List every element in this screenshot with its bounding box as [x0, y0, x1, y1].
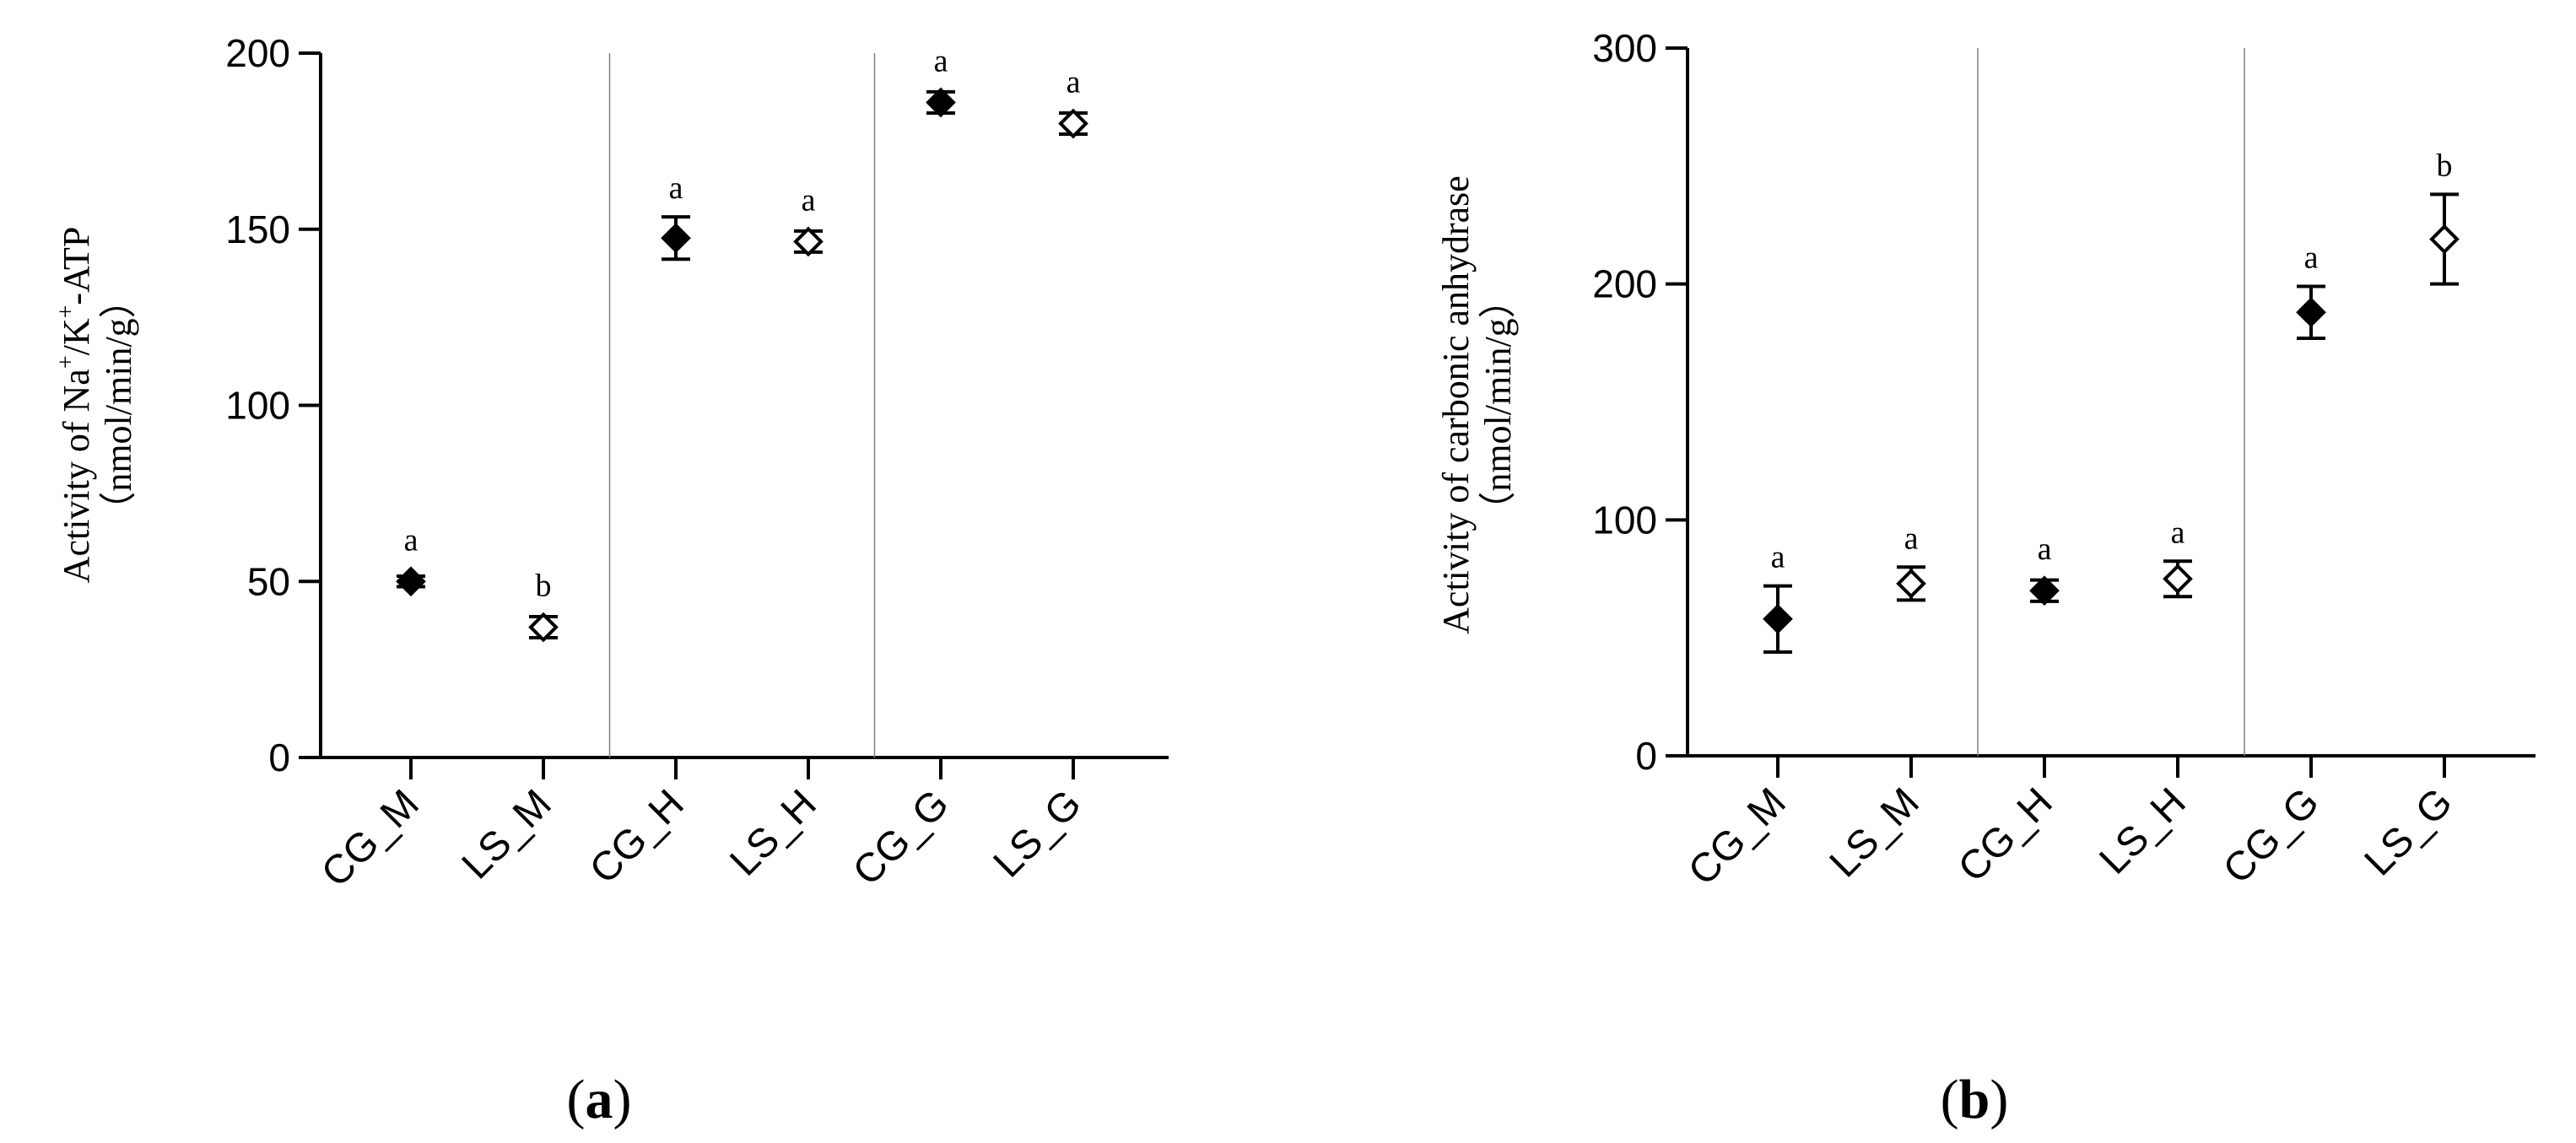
- significance-label: a: [2038, 531, 2052, 567]
- significance-label: a: [802, 182, 816, 218]
- y-axis-title: Activity of carbonic anhydrase （nmol/min…: [1435, 175, 1519, 634]
- y-tick-label: 100: [1592, 498, 1657, 542]
- data-point-LS_M: b: [528, 569, 559, 643]
- y-axis-label-line1: Activity of Na+/K+-ATP: [53, 227, 97, 584]
- data-point-CG_H: a: [661, 170, 691, 261]
- open-diamond-marker: [1058, 108, 1088, 139]
- filled-diamond-marker: [1763, 603, 1793, 634]
- panel-label-close: ): [1990, 1069, 2008, 1130]
- open-diamond-marker: [2429, 224, 2460, 255]
- x-tick-label: CG_H: [581, 781, 693, 892]
- y-axis-title: Activity of Na+/K+-ATP （nmol/min/g）: [53, 227, 139, 584]
- ylabel-part: -ATP: [56, 227, 97, 305]
- y-tick-label: 300: [1592, 26, 1657, 70]
- y-tick-label: 100: [225, 384, 290, 428]
- y-axis-label-line1: Activity of carbonic anhydrase: [1435, 175, 1477, 634]
- data-point-LS_G: a: [1058, 65, 1088, 139]
- x-tick-label: LS_M: [454, 781, 560, 887]
- y-axis-label-line2: （nmol/min/g）: [98, 281, 139, 528]
- significance-label: a: [1904, 520, 1919, 556]
- panel-label-open: (: [567, 1069, 586, 1130]
- y-tick-label: 200: [225, 31, 290, 75]
- significance-label: a: [1771, 540, 1785, 575]
- axes: [319, 53, 1169, 759]
- y-tick-label: 200: [1592, 262, 1657, 306]
- data-points: a a a a a b: [1763, 148, 2460, 654]
- ylabel-part: /K: [56, 318, 97, 355]
- panel-label-letter: b: [1959, 1069, 1990, 1130]
- y-tick-label: 150: [225, 208, 290, 251]
- open-diamond-marker: [2163, 563, 2193, 595]
- filled-diamond-marker: [2296, 297, 2326, 328]
- data-point-CG_G: a: [2296, 240, 2326, 340]
- filled-diamond-marker: [2029, 575, 2060, 607]
- group-separators: [1977, 48, 2245, 756]
- ylabel-superscript: +: [53, 355, 79, 369]
- panel-label-letter: a: [586, 1069, 613, 1130]
- data-point-LS_M: a: [1896, 520, 1926, 602]
- x-tick-label: LS_G: [986, 781, 1090, 886]
- y-ticks: 0 50 100 150 200: [225, 31, 321, 779]
- ylabel-part: Activity of Na: [56, 369, 97, 583]
- x-tick-label: LS_H: [721, 781, 824, 884]
- x-tick-label: CG_G: [845, 781, 958, 894]
- data-point-LS_G: b: [2429, 148, 2460, 286]
- significance-label: a: [934, 43, 948, 78]
- x-ticks: CG_M LS_M CG_H LS_H CG_G LS_G: [313, 758, 1090, 896]
- data-point-CG_M: a: [1763, 540, 1793, 654]
- data-point-LS_H: a: [793, 182, 824, 257]
- significance-label: a: [1067, 65, 1081, 100]
- data-points: a b a a a a: [396, 43, 1088, 643]
- data-point-CG_G: a: [926, 43, 956, 118]
- x-tick-label: CG_G: [2215, 779, 2328, 892]
- panel-label-close: ): [613, 1069, 632, 1130]
- axes: [1686, 48, 2535, 758]
- open-diamond-marker: [793, 226, 824, 257]
- x-tick-label: LS_G: [2357, 779, 2461, 884]
- panel-a-chart: Activity of Na+/K+-ATP （nmol/min/g） 0501…: [53, 31, 1169, 1130]
- x-ticks: CG_M LS_M CG_H LS_H CG_G LS_G: [1680, 756, 2461, 894]
- data-point-CG_H: a: [2029, 531, 2060, 607]
- ylabel-superscript: +: [53, 305, 79, 319]
- significance-label: b: [2437, 148, 2453, 183]
- filled-diamond-marker: [396, 566, 426, 597]
- panel-label-open: (: [1941, 1069, 1959, 1130]
- panel-b-chart: Activity of carbonic anhydrase （nmol/min…: [1435, 26, 2535, 1130]
- x-tick-label: CG_H: [1950, 779, 2061, 891]
- group-separators: [608, 53, 876, 758]
- y-ticks: 0 100 200 300: [1592, 26, 1688, 778]
- filled-diamond-marker: [661, 223, 691, 254]
- significance-label: a: [669, 170, 683, 206]
- y-tick-label: 50: [247, 559, 290, 603]
- panel-label-b: (b): [1941, 1069, 2009, 1130]
- open-diamond-marker: [528, 612, 559, 643]
- significance-label: a: [2304, 240, 2319, 275]
- x-tick-label: LS_H: [2091, 779, 2194, 882]
- data-point-CG_M: a: [396, 522, 426, 597]
- y-tick-label: 0: [268, 736, 290, 779]
- x-tick-label: CG_M: [1680, 779, 1795, 894]
- open-diamond-marker: [1896, 569, 1926, 599]
- significance-label: a: [404, 522, 419, 558]
- x-tick-label: CG_M: [313, 781, 428, 896]
- y-axis-label-line2: （nmol/min/g）: [1477, 281, 1519, 528]
- x-tick-label: LS_M: [1822, 779, 1928, 886]
- significance-label: b: [536, 569, 552, 604]
- data-point-LS_H: a: [2163, 515, 2193, 599]
- significance-label: a: [2171, 515, 2185, 550]
- filled-diamond-marker: [926, 87, 956, 118]
- panel-label-a: (a): [567, 1069, 632, 1130]
- y-tick-label: 0: [1635, 734, 1657, 778]
